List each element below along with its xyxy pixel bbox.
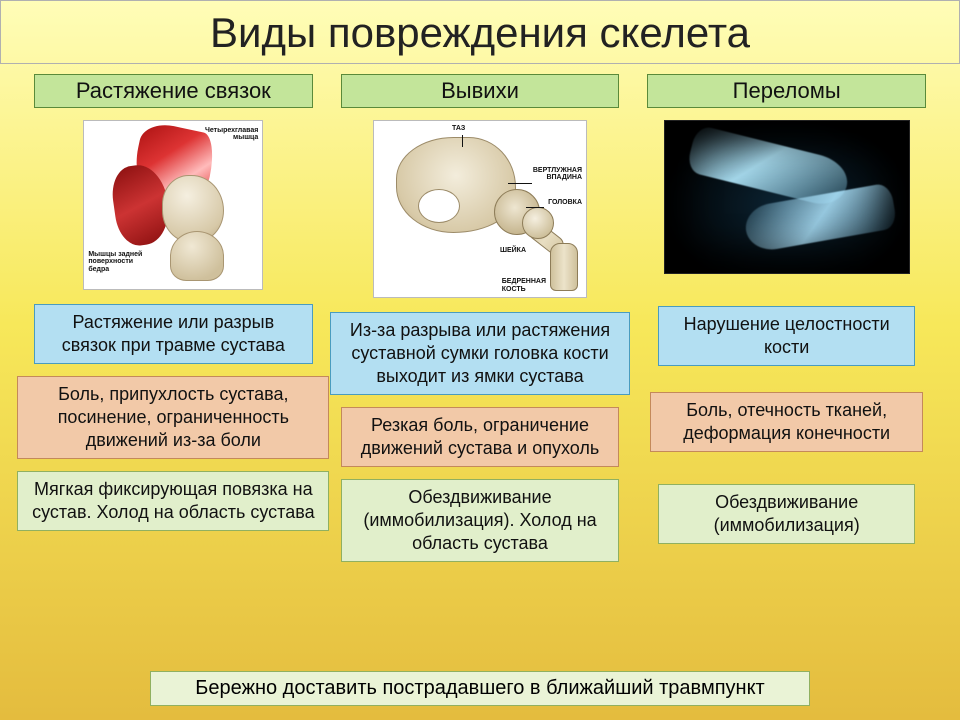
footer-instruction: Бережно доставить пострадавшего в ближай… [150, 671, 810, 706]
description-sprain: Растяжение или разрыв связок при травме … [34, 304, 313, 364]
illustration-hip: ТАЗ ВЕРТЛУЖНАЯВПАДИНА ГОЛОВКА ШЕЙКА БЕДР… [373, 120, 587, 298]
xray-vignette [665, 121, 909, 273]
treatment-dislocation: Обездвиживание (иммобилизация). Холод на… [341, 479, 620, 562]
leader-line [526, 207, 544, 208]
illustration-knee: Четырехглаваямышца Мышцы заднейповерхнос… [83, 120, 263, 290]
label-head: ГОЛОВКА [548, 199, 582, 206]
page-title: Виды повреждения скелета [210, 9, 750, 56]
columns-container: Растяжение связок Четырехглаваямышца Мыш… [0, 64, 960, 574]
column-dislocation: Вывихи ТАЗ ВЕРТЛУЖНАЯВПАДИНА ГОЛОВКА ШЕЙ… [341, 74, 620, 574]
leader-line [462, 135, 463, 147]
slide: Виды повреждения скелета Растяжение связ… [0, 0, 960, 720]
symptoms-fracture: Боль, отечность тканей, деформация конеч… [650, 392, 923, 452]
column-header-sprain: Растяжение связок [34, 74, 313, 108]
column-fracture: Переломы Нарушение целостности кости Бол… [647, 74, 926, 574]
femur-shaft-icon [550, 243, 578, 291]
illustration-xray [664, 120, 910, 274]
description-dislocation: Из-за разрыва или растяжения суставной с… [330, 312, 631, 395]
column-header-dislocation: Вывихи [341, 74, 620, 108]
symptoms-sprain: Боль, припухлость сустава, посинение, ог… [17, 376, 329, 459]
leader-line [508, 183, 532, 184]
title-band: Виды повреждения скелета [0, 0, 960, 64]
description-fracture: Нарушение целостности кости [658, 306, 914, 366]
treatment-fracture: Обездвиживание (иммобилизация) [658, 484, 914, 544]
column-header-fracture: Переломы [647, 74, 926, 108]
label-taz: ТАЗ [452, 125, 465, 132]
symptoms-dislocation: Резкая боль, ограничение движений сустав… [341, 407, 620, 467]
column-sprain: Растяжение связок Четырехглаваямышца Мыш… [34, 74, 313, 574]
label-femur: БЕДРЕННАЯКОСТЬ [502, 278, 546, 293]
label-hamstring: Мышцы заднейповерхностибедра [88, 251, 142, 273]
label-neck: ШЕЙКА [500, 247, 526, 254]
label-quadriceps: Четырехглаваямышца [205, 127, 258, 142]
pelvis-foramen-icon [418, 189, 460, 223]
label-socket: ВЕРТЛУЖНАЯВПАДИНА [533, 167, 582, 182]
knee-tibia-icon [170, 231, 224, 281]
femur-head-icon [522, 207, 554, 239]
treatment-sprain: Мягкая фиксирующая повязка на сустав. Хо… [17, 471, 329, 531]
